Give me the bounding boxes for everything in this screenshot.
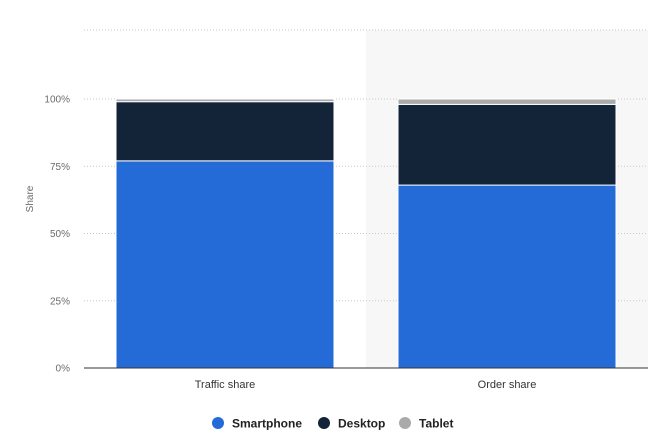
y-tick-label: 50% (50, 229, 70, 240)
bar-smartphone-order-share[interactable] (397, 184, 617, 369)
bar-tablet-traffic-share[interactable] (115, 98, 335, 103)
y-tick-label: 100% (44, 95, 70, 106)
legend-marker-smartphone (212, 417, 224, 429)
legend-label-desktop[interactable]: Desktop (338, 417, 385, 431)
x-tick-label: Order share (478, 379, 537, 391)
legend: Smartphone Desktop Tablet (212, 417, 453, 431)
y-tick-label: 0% (56, 364, 71, 375)
bar-tablet-order-share[interactable] (397, 98, 617, 105)
y-axis-title: Share (25, 185, 36, 212)
bar-smartphone-traffic-share[interactable] (115, 160, 335, 369)
bar-desktop-order-share[interactable] (397, 103, 617, 186)
legend-marker-desktop (318, 417, 330, 429)
legend-marker-tablet (399, 417, 411, 429)
legend-label-tablet[interactable]: Tablet (419, 417, 453, 431)
x-tick-label: Traffic share (195, 379, 256, 391)
legend-label-smartphone[interactable]: Smartphone (232, 417, 302, 431)
y-tick-label: 25% (50, 296, 70, 307)
y-tick-labels: 0% 25% 50% 75% 100% (44, 95, 70, 375)
bar-desktop-traffic-share[interactable] (115, 101, 335, 162)
x-tick-labels: Traffic share Order share (195, 379, 537, 391)
y-tick-label: 75% (50, 162, 70, 173)
bars (115, 98, 617, 369)
